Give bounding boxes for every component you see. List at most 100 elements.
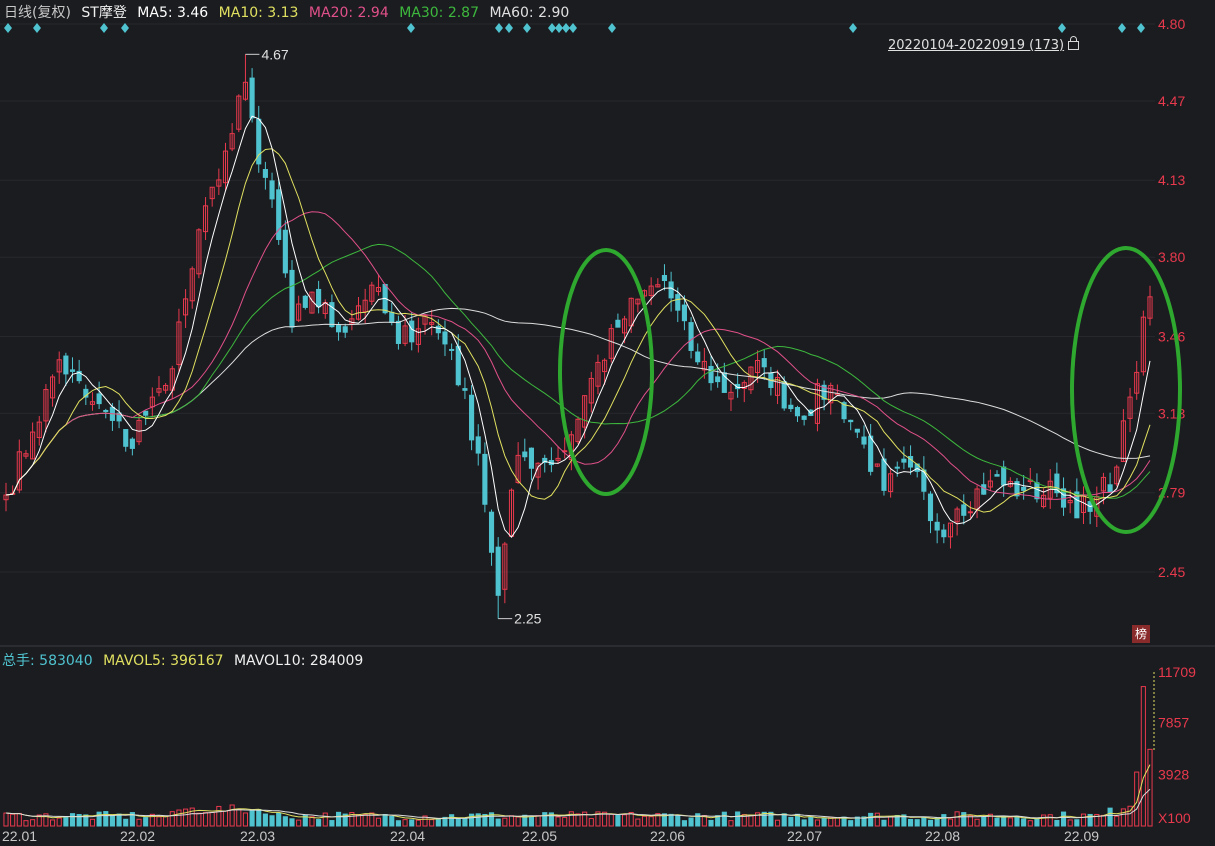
event-marker-icon — [121, 23, 129, 33]
volume-bar — [967, 815, 973, 827]
candle-body — [435, 325, 441, 334]
candle-body — [555, 457, 561, 461]
candle-body — [1114, 466, 1120, 485]
candle-body — [741, 382, 747, 389]
volume-bar — [109, 814, 115, 827]
candle-body — [735, 383, 741, 390]
volume-bar — [655, 813, 661, 827]
volume-bar — [555, 816, 561, 827]
candle-body — [961, 504, 967, 516]
candle-body — [196, 229, 202, 275]
candle-body — [1021, 486, 1027, 491]
candle-body — [814, 383, 821, 424]
ma30-label: MA30: 2.87 — [399, 5, 479, 21]
volume-bar — [136, 818, 142, 827]
volume-bar — [163, 815, 169, 827]
volume-bar — [469, 813, 475, 827]
volume-tick-label: 7857 — [1158, 715, 1189, 731]
candle-body — [701, 360, 707, 371]
event-marker-icon — [505, 23, 513, 33]
mavol10-line — [5, 788, 1151, 820]
volume-bar — [502, 817, 508, 827]
candle-body — [927, 493, 934, 522]
volume-bar — [249, 809, 255, 827]
candle-body — [402, 325, 408, 344]
candle-body — [362, 299, 368, 313]
volume-bar — [83, 814, 89, 827]
volume-bar — [954, 811, 960, 827]
volume-bar — [63, 816, 69, 827]
candle-body — [222, 150, 229, 184]
candle-body — [848, 419, 854, 423]
candle-body — [1074, 491, 1080, 519]
volume-bar — [788, 816, 794, 827]
volume-bar — [681, 820, 687, 827]
candle-body — [216, 179, 222, 187]
volume-bar — [1114, 815, 1120, 827]
volume-bar — [229, 804, 235, 827]
volume-bar — [96, 811, 102, 827]
volume-bar — [907, 818, 914, 827]
candle-body — [621, 318, 628, 334]
event-marker-icon — [1118, 23, 1126, 33]
volume-bar — [442, 816, 448, 827]
candle-body — [282, 229, 288, 274]
candle-body — [1120, 420, 1126, 462]
volume-bar — [1120, 808, 1126, 827]
event-marker-icon — [555, 23, 563, 33]
volume-bar — [641, 815, 648, 827]
volume-bar — [1067, 819, 1073, 827]
volume-bar — [123, 818, 129, 827]
candle-body — [874, 463, 880, 467]
candle-body — [954, 508, 960, 523]
candle-body — [987, 480, 993, 488]
candle-body — [602, 359, 608, 373]
volume-bar — [508, 815, 515, 827]
volume-bar — [675, 814, 681, 827]
lock-icon[interactable] — [1068, 36, 1080, 50]
candle-body — [528, 447, 535, 469]
candle-body — [781, 381, 787, 409]
volume-bar — [149, 813, 155, 827]
candle-body — [249, 77, 255, 119]
volume-bar — [848, 820, 854, 827]
volume-bar — [289, 818, 295, 827]
event-marker-icon — [100, 23, 108, 33]
volume-bar — [582, 811, 588, 827]
candle-body — [774, 376, 781, 396]
candle-body — [229, 133, 235, 150]
period-label[interactable]: 日线(复权) — [4, 5, 71, 21]
candle-body — [715, 376, 721, 383]
event-marker-icon — [548, 23, 556, 33]
date-range-text: 20220104-20220919 (173) — [888, 38, 1065, 53]
volume-bar — [1087, 813, 1093, 827]
candle-body — [648, 285, 654, 297]
volume-bar — [129, 812, 135, 827]
ma5-label: MA5: 3.46 — [137, 5, 209, 21]
candle-body — [575, 418, 581, 443]
volume-bar — [342, 813, 348, 827]
volume-bar — [1127, 805, 1133, 827]
volume-bar — [542, 812, 548, 827]
candle-body — [861, 436, 867, 445]
x-tick-label: 22.04 — [390, 828, 425, 844]
candle-body — [415, 328, 421, 345]
candle-body — [901, 458, 907, 463]
candle-body — [1041, 494, 1047, 508]
candle-body — [655, 284, 661, 288]
candle-body — [1127, 396, 1133, 419]
ranking-badge[interactable]: 榜 — [1132, 625, 1150, 643]
candle-body — [841, 402, 847, 420]
volume-bar — [661, 813, 668, 827]
event-marker-icon — [33, 23, 41, 33]
volume-bar — [409, 819, 415, 827]
candle-body — [96, 393, 102, 405]
volume-bar — [768, 811, 774, 827]
volume-bar — [30, 819, 36, 827]
volume-bar — [668, 813, 674, 827]
candle-body — [342, 326, 348, 333]
volume-bar — [322, 812, 328, 827]
candle-body — [422, 314, 428, 325]
date-range-label[interactable]: 20220104-20220919 (173) — [888, 36, 1080, 53]
